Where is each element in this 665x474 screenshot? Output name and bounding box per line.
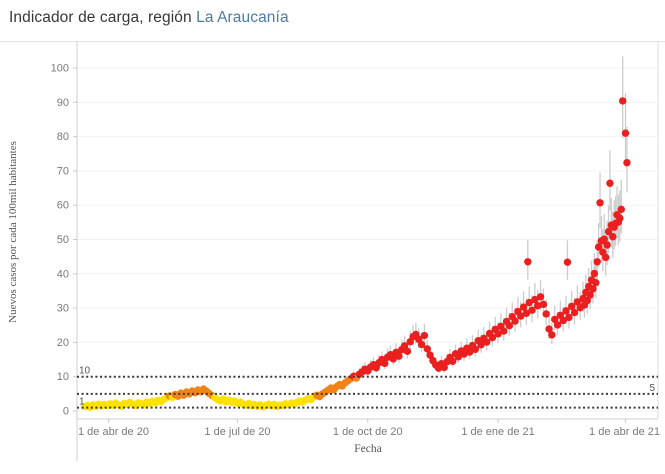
x-axis-title: Fecha [354, 443, 381, 455]
y-tick-label: 10 [57, 371, 69, 383]
data-point[interactable] [531, 295, 539, 304]
data-point[interactable] [534, 301, 542, 310]
data-point[interactable] [488, 333, 497, 342]
data-point[interactable] [606, 179, 614, 187]
data-point[interactable] [617, 205, 625, 214]
y-axis-ticks: 0 10 20 30 40 50 60 70 80 90 100 [51, 63, 77, 418]
data-point[interactable] [528, 306, 536, 314]
data-point[interactable] [559, 316, 567, 325]
data-point[interactable] [594, 243, 603, 251]
chart-title-region-link[interactable]: La Araucanía [196, 9, 289, 26]
data-point[interactable] [568, 302, 576, 311]
x-axis-ticks: 1 de abr de 20 1 de jul de 20 1 de oct de … [78, 419, 660, 438]
data-point[interactable] [449, 357, 457, 365]
reference-line-label: 1 [79, 397, 85, 408]
data-point[interactable] [539, 300, 548, 309]
data-point[interactable] [522, 309, 531, 317]
y-tick-label: 0 [63, 406, 69, 418]
y-tick-label: 70 [57, 165, 69, 177]
data-point[interactable] [454, 353, 463, 361]
data-point[interactable] [460, 350, 468, 358]
data-point[interactable] [570, 308, 579, 317]
chart-title: Indicador de carga, región La Araucanía [9, 9, 289, 27]
data-point[interactable] [604, 227, 613, 236]
y-tick-label: 80 [57, 131, 69, 143]
data-point[interactable] [494, 330, 502, 338]
data-point[interactable] [562, 307, 570, 315]
data-point[interactable] [618, 97, 627, 105]
data-point[interactable] [517, 312, 525, 320]
data-point[interactable] [403, 347, 412, 356]
data-point[interactable] [500, 327, 508, 335]
data-point[interactable] [623, 158, 631, 167]
data-point[interactable] [621, 129, 630, 137]
data-point[interactable] [505, 321, 514, 330]
reference-line-label: 5 [649, 383, 655, 394]
data-point[interactable] [565, 313, 573, 322]
y-tick-label: 50 [57, 234, 69, 246]
data-point[interactable] [525, 298, 533, 307]
data-point[interactable] [536, 293, 545, 301]
data-point[interactable] [417, 340, 426, 349]
data-point[interactable] [603, 241, 611, 249]
data-point[interactable] [483, 338, 491, 346]
x-tick-label: 1 de oct de 20 [333, 426, 403, 438]
chart-title-prefix: Indicador de carga, región [9, 9, 197, 26]
data-point[interactable] [423, 345, 431, 353]
data-point[interactable] [589, 285, 597, 293]
data-point[interactable] [563, 258, 572, 266]
data-point[interactable] [545, 325, 553, 333]
data-point[interactable] [466, 348, 474, 356]
data-point[interactable] [395, 352, 403, 360]
data-point[interactable] [524, 258, 532, 266]
reference-lines: 10 5 1 [77, 366, 658, 409]
y-tick-label: 100 [51, 63, 69, 75]
y-tick-label: 60 [57, 200, 69, 212]
y-axis-title: Nuevos casos por cada 100mil habitantes [7, 141, 19, 323]
data-point[interactable] [590, 269, 599, 278]
data-point[interactable] [420, 331, 429, 340]
data-point[interactable] [548, 331, 556, 339]
data-point[interactable] [471, 345, 480, 353]
y-tick-label: 20 [57, 337, 69, 349]
x-tick-label: 1 de jul de 20 [204, 426, 270, 438]
data-point[interactable] [596, 199, 604, 207]
data-point[interactable] [519, 303, 528, 311]
data-point[interactable] [542, 310, 550, 318]
data-point[interactable] [511, 317, 519, 325]
data-point[interactable] [573, 298, 582, 306]
data-point[interactable] [593, 258, 601, 266]
data-point[interactable] [477, 341, 485, 349]
data-point[interactable] [440, 363, 448, 372]
data-point[interactable] [426, 351, 434, 359]
data-point[interactable] [616, 214, 624, 222]
data-point[interactable] [592, 279, 600, 287]
x-tick-label: 1 de ene de 21 [461, 426, 534, 438]
x-tick-label: 1 de abr de 20 [78, 426, 149, 438]
data-point[interactable] [586, 291, 594, 299]
data-point[interactable] [583, 296, 591, 305]
y-tick-label: 90 [57, 97, 69, 109]
data-point[interactable] [553, 321, 562, 329]
x-tick-label: 1 de abr de 21 [589, 426, 660, 438]
y-gridlines [77, 67, 658, 412]
y-tick-label: 30 [57, 303, 69, 315]
data-point[interactable] [609, 233, 617, 241]
data-point[interactable] [389, 355, 397, 363]
y-tick-label: 40 [57, 268, 69, 280]
data-point[interactable] [600, 235, 608, 243]
data-point[interactable] [551, 315, 559, 324]
data-point[interactable] [601, 253, 610, 262]
reference-line-label: 10 [79, 366, 91, 377]
data-point[interactable] [400, 342, 409, 350]
data-point[interactable] [381, 359, 389, 368]
data-points [80, 97, 631, 411]
